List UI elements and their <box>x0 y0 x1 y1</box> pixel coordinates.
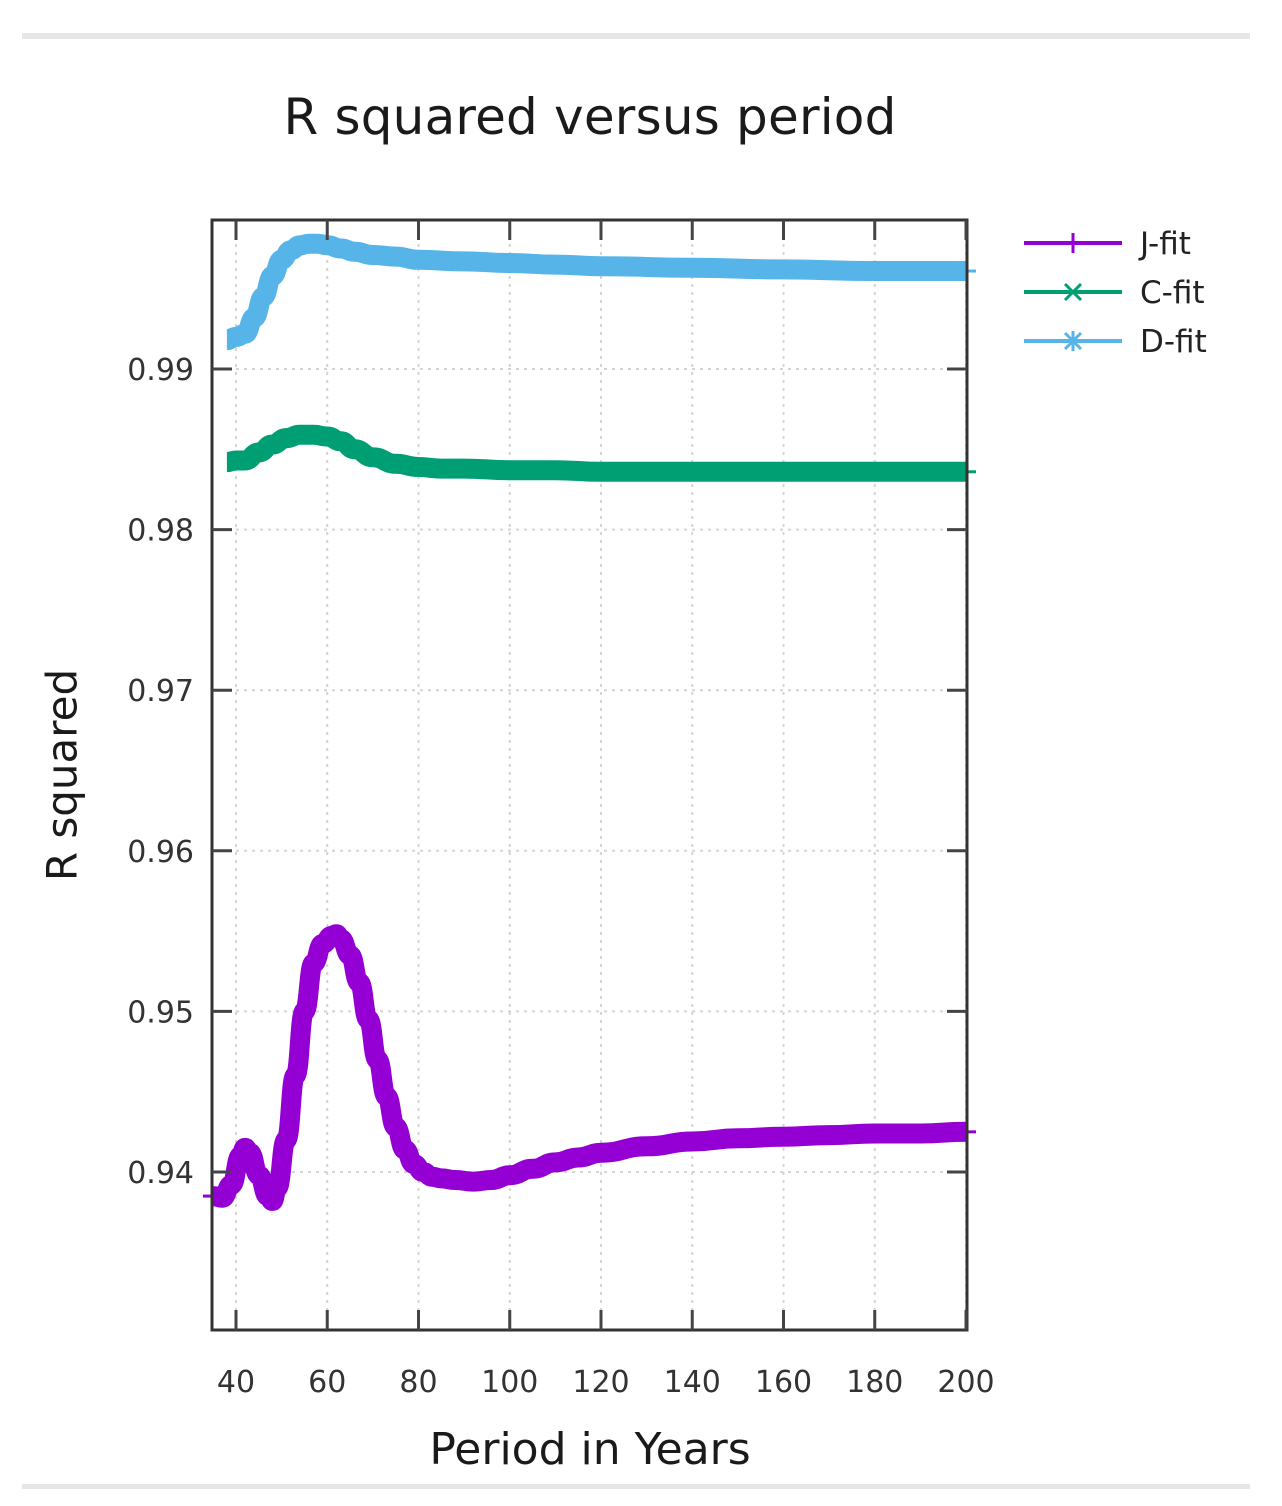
edge-markers <box>203 269 976 1198</box>
y-tick-labels: 0.94 0.95 0.96 0.97 0.98 0.99 <box>127 353 194 1191</box>
y-tick-label: 0.95 <box>127 995 194 1030</box>
series-d-fit-line <box>224 233 966 351</box>
y-tick-label: 0.98 <box>127 514 194 549</box>
plot-frame <box>210 218 969 1332</box>
x-tick-label: 40 <box>217 1365 255 1400</box>
legend-item-c-fit: C-fit <box>1024 275 1205 311</box>
x-tick-labels: 40 60 80 100 120 140 160 180 200 <box>217 1365 995 1400</box>
legend-cross-marker-icon <box>1063 282 1083 302</box>
x-tick-label: 200 <box>937 1365 994 1400</box>
x-axis-label: Period in Years <box>429 1424 751 1475</box>
y-tick-label: 0.96 <box>127 835 194 870</box>
legend-label: C-fit <box>1140 275 1205 311</box>
top-divider <box>22 33 1250 39</box>
legend-label: D-fit <box>1140 324 1207 360</box>
series-c-fit-line <box>226 424 966 482</box>
axis-ticks <box>212 220 968 1330</box>
y-tick-label: 0.97 <box>127 674 194 709</box>
series-group <box>212 233 967 1211</box>
legend-item-j-fit: J-fit <box>1024 226 1191 262</box>
y-tick-label: 0.94 <box>127 1156 194 1191</box>
legend-item-d-fit: D-fit <box>1024 324 1207 360</box>
x-tick-label: 60 <box>308 1365 346 1400</box>
x-tick-label: 80 <box>399 1365 437 1400</box>
x-tick-label: 140 <box>664 1365 721 1400</box>
bottom-divider <box>22 1484 1250 1489</box>
y-tick-label: 0.99 <box>127 353 194 388</box>
chart-title: R squared versus period <box>283 88 897 146</box>
legend-label: J-fit <box>1138 226 1191 262</box>
x-tick-label: 180 <box>846 1365 903 1400</box>
x-tick-label: 100 <box>481 1365 538 1400</box>
x-tick-label: 120 <box>572 1365 629 1400</box>
legend: J-fit C-fit D-fit <box>1024 226 1207 360</box>
x-tick-label: 160 <box>755 1365 812 1400</box>
series-j-fit-line <box>212 924 967 1211</box>
